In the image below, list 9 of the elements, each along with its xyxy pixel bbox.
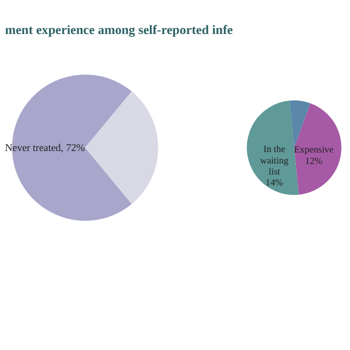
pie-slice bbox=[294, 103, 342, 195]
pie-slice bbox=[85, 91, 158, 204]
slice-label: Never treated, 72% bbox=[5, 143, 86, 154]
pie-slice bbox=[289, 100, 310, 148]
chart-title: ment experience among self-reported infe bbox=[4, 23, 234, 38]
data-label: 12% bbox=[305, 156, 323, 167]
slice-label: Expensive bbox=[294, 146, 334, 156]
slice-label: In the waiting list bbox=[260, 145, 289, 178]
data-label: 14% bbox=[266, 178, 284, 189]
